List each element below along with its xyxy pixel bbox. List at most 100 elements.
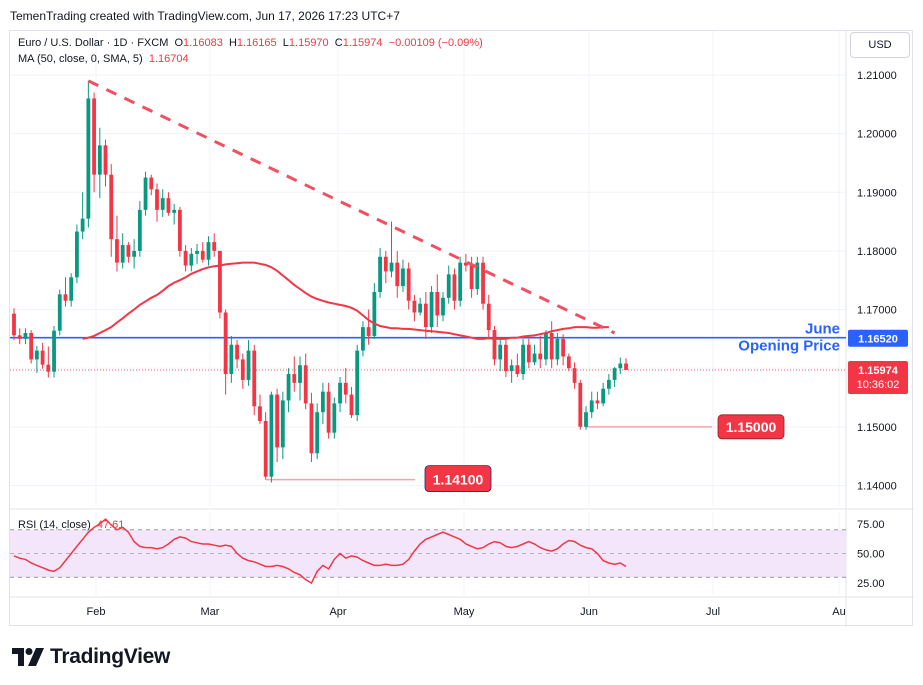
candle[interactable]: [372, 283, 377, 339]
candle[interactable]: [383, 250, 388, 284]
candle[interactable]: [149, 174, 154, 196]
candle[interactable]: [423, 291, 428, 339]
candle[interactable]: [240, 353, 245, 389]
rsi-line[interactable]: [13, 518, 627, 585]
candle[interactable]: [286, 368, 291, 413]
candle[interactable]: [526, 338, 531, 369]
rsi-legend[interactable]: RSI (14, close) 47.61: [18, 519, 124, 531]
candle[interactable]: [355, 344, 360, 421]
candle[interactable]: [441, 291, 445, 322]
candle[interactable]: [343, 368, 348, 404]
candle[interactable]: [389, 221, 394, 278]
candle[interactable]: [143, 171, 148, 216]
candle[interactable]: [606, 374, 611, 395]
candle[interactable]: [223, 309, 228, 395]
candle[interactable]: [218, 250, 222, 319]
candle[interactable]: [206, 236, 211, 266]
candle[interactable]: [538, 335, 543, 369]
candle[interactable]: [57, 289, 62, 336]
candle[interactable]: [481, 256, 485, 310]
candle[interactable]: [338, 376, 342, 413]
candle[interactable]: [349, 386, 354, 419]
candle[interactable]: [92, 92, 96, 193]
moving-average-line[interactable]: [82, 261, 609, 340]
candle[interactable]: [46, 346, 51, 378]
candle[interactable]: [429, 286, 434, 334]
candle[interactable]: [549, 321, 554, 369]
candle[interactable]: [177, 206, 182, 257]
candle[interactable]: [332, 397, 337, 439]
candle[interactable]: [578, 379, 583, 430]
candle[interactable]: [172, 203, 177, 225]
candle[interactable]: [280, 391, 285, 460]
candle[interactable]: [75, 224, 79, 284]
candle[interactable]: [544, 330, 548, 366]
downtrend-line[interactable]: [87, 79, 616, 335]
tradingview-logo[interactable]: TradingView: [12, 645, 170, 669]
candle[interactable]: [315, 403, 320, 460]
candle[interactable]: [378, 247, 382, 298]
candle[interactable]: [120, 233, 125, 269]
candle[interactable]: [40, 342, 45, 369]
candle[interactable]: [326, 382, 331, 439]
candle[interactable]: [155, 183, 159, 222]
candle[interactable]: [572, 362, 577, 389]
candle[interactable]: [401, 259, 405, 292]
candle[interactable]: [63, 277, 68, 307]
june-open-price-tag[interactable]: [848, 329, 908, 347]
candle[interactable]: [292, 356, 297, 392]
candle[interactable]: [246, 340, 251, 386]
candle[interactable]: [275, 388, 280, 463]
candle[interactable]: [29, 330, 34, 364]
legend-symbol[interactable]: Euro / U.S. Dollar · 1D · FXCM: [18, 37, 169, 49]
support-label-1-15000[interactable]: 1.15000: [717, 414, 785, 440]
candle[interactable]: [52, 325, 56, 378]
candle[interactable]: [498, 338, 503, 372]
candle[interactable]: [584, 406, 588, 430]
candle[interactable]: [183, 245, 188, 272]
candle[interactable]: [298, 356, 302, 401]
chart-canvas[interactable]: 1.21000 1.20000 1.19000 1.18000 1.17000 1.150…: [10, 31, 914, 627]
candle[interactable]: [189, 247, 194, 272]
candle[interactable]: [555, 333, 560, 366]
candle[interactable]: [303, 353, 308, 410]
candle[interactable]: [475, 256, 480, 295]
candle[interactable]: [23, 328, 28, 345]
candle[interactable]: [589, 391, 594, 419]
candle[interactable]: [34, 345, 39, 373]
last-price-tag[interactable]: [848, 360, 908, 394]
candle[interactable]: [252, 344, 257, 416]
candle[interactable]: [366, 309, 371, 345]
candle[interactable]: [109, 164, 114, 257]
chart-frame[interactable]: 1.21000 1.20000 1.19000 1.18000 1.17000 1.150…: [9, 30, 914, 627]
candle[interactable]: [406, 262, 411, 310]
candle[interactable]: [618, 357, 623, 375]
candle[interactable]: [612, 367, 617, 387]
candle[interactable]: [126, 242, 131, 263]
candle[interactable]: [166, 192, 171, 216]
candle[interactable]: [269, 391, 274, 483]
candle[interactable]: [452, 268, 457, 310]
candle[interactable]: [132, 239, 137, 269]
candle[interactable]: [115, 215, 119, 272]
candle[interactable]: [492, 325, 497, 366]
candle[interactable]: [80, 192, 85, 240]
candle[interactable]: [17, 328, 22, 345]
candle[interactable]: [229, 335, 234, 383]
candle[interactable]: [418, 297, 423, 316]
candle[interactable]: [12, 308, 16, 341]
candle[interactable]: [521, 338, 525, 380]
candle[interactable]: [463, 253, 468, 272]
candle[interactable]: [258, 394, 262, 424]
candle[interactable]: [160, 189, 165, 217]
candle[interactable]: [532, 344, 537, 366]
candle[interactable]: [361, 321, 365, 357]
candle[interactable]: [412, 294, 417, 322]
ma-legend[interactable]: MA (50, close, 0, SMA, 5) 1.16704: [18, 53, 189, 65]
candle[interactable]: [137, 201, 142, 257]
candle[interactable]: [566, 353, 571, 372]
candle[interactable]: [504, 340, 508, 377]
candle[interactable]: [486, 294, 491, 339]
candle[interactable]: [235, 340, 239, 369]
candle[interactable]: [200, 242, 205, 263]
